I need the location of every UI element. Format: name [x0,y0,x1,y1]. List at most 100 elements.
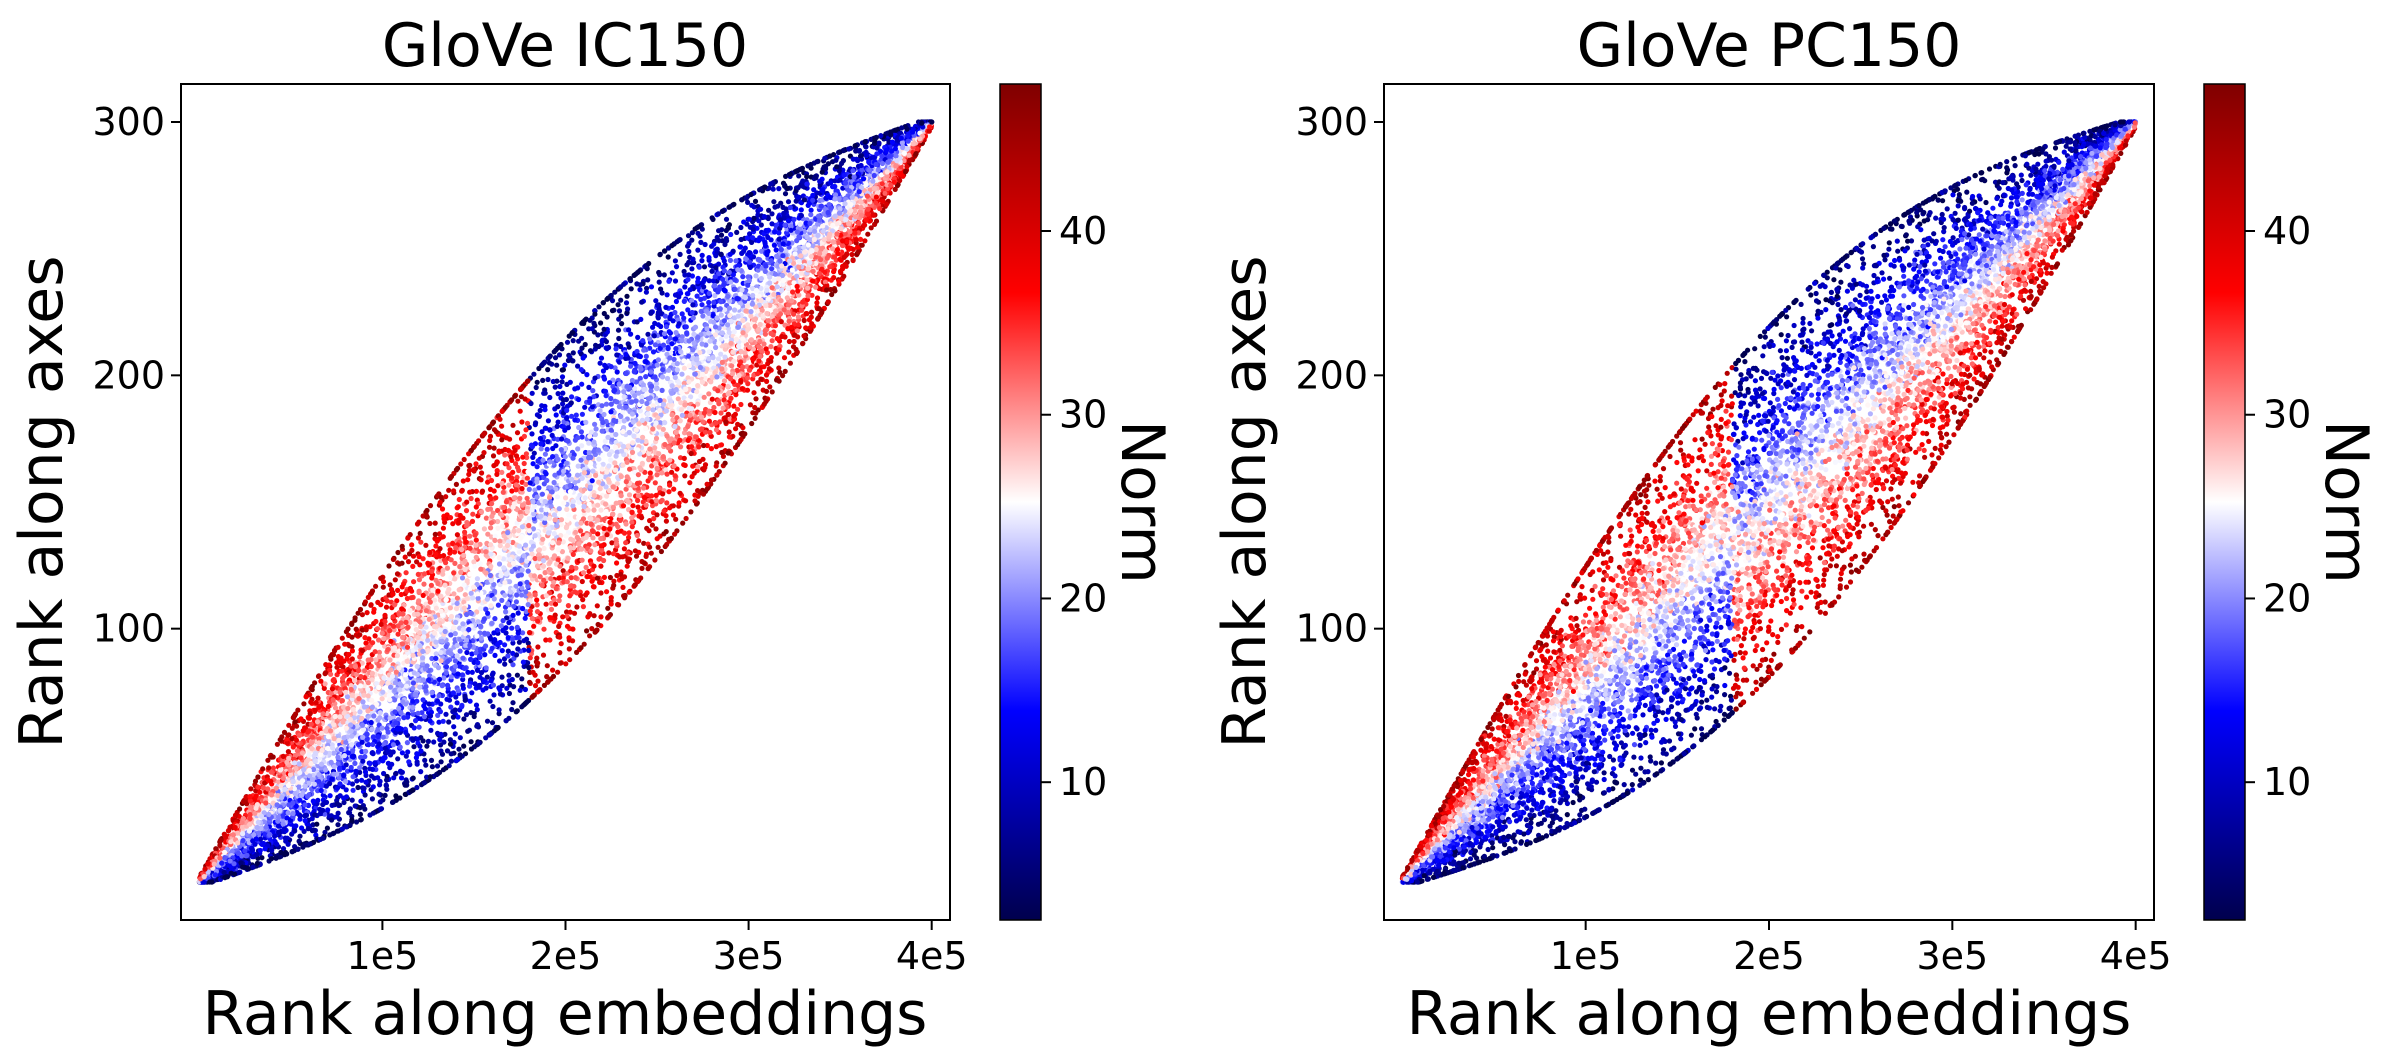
scatter-point [653,298,659,304]
scatter-point [499,648,505,654]
scatter-point [749,420,755,427]
scatter-point [425,637,431,643]
scatter-point [546,515,553,521]
scatter-point [650,407,656,413]
scatter-point [774,284,780,290]
scatter-point [600,461,606,467]
scatter-point [543,471,549,477]
scatter-point [478,623,484,629]
scatter-point [509,706,515,713]
scatter-point [417,530,423,537]
scatter-point [740,425,746,431]
scatter-point [439,683,445,689]
scatter-point [492,537,498,544]
scatter-point [598,590,604,596]
scatter-point [427,520,433,527]
scatter-point [590,388,596,394]
scatter-point [682,284,688,290]
scatter-point [373,583,379,589]
scatter-point [719,330,725,336]
scatter-point [559,379,565,385]
scatter-point [468,739,474,745]
scatter-point [570,330,576,336]
scatter-point [652,445,658,451]
scatter-point [782,368,788,374]
scatter-point [425,738,431,745]
scatter-point [570,350,576,356]
scatter-point [617,517,623,524]
scatter-point [728,231,734,238]
scatter-point [659,431,665,437]
scatter-point [655,544,661,550]
scatter-point [355,610,361,616]
scatter-point [563,533,569,539]
scatter-point [568,575,574,581]
scatter-point [706,418,713,424]
scatter-point [590,535,596,541]
scatter-point [381,636,387,642]
scatter-point [750,292,756,299]
scatter-point [684,330,690,336]
scatter-point [786,318,792,324]
scatter-point [592,421,598,427]
scatter-point [589,626,595,632]
scatter-point [640,434,646,440]
scatter-point [623,300,630,306]
scatter-point [489,620,495,627]
scatter-point [469,669,475,675]
scatter-point [596,456,602,462]
scatter-point [492,616,498,622]
scatter-point [415,535,421,541]
scatter-point [349,797,355,803]
scatter-point [358,798,364,804]
scatter-point [612,365,618,371]
scatter-point [718,312,724,318]
scatter-point [614,481,620,487]
scatter-point [645,405,652,412]
scatter-point [461,456,467,463]
scatter-point [506,482,512,488]
scatter-point [579,381,585,387]
scatter-point [701,394,707,400]
scatter-point [346,643,352,649]
scatter-point [531,371,537,377]
scatter-point [444,565,450,571]
scatter-point [359,749,365,755]
scatter-point [294,723,300,729]
scatter-point [664,375,671,382]
scatter-point [667,482,673,488]
scatter-point [428,757,435,764]
scatter-point [699,354,706,360]
scatter-point [595,447,602,453]
scatter-point [524,454,530,461]
scatter-point [688,509,694,515]
scatter-point [739,250,745,256]
scatter-point [285,749,291,755]
scatter-point [669,341,675,347]
scatter-point [546,360,553,366]
scatter-point [726,204,732,210]
scatter-point [828,286,834,293]
scatter-point [553,443,559,449]
scatter-point [488,603,494,609]
scatter-point [618,297,624,303]
scatter-point [423,624,429,630]
scatter-point [421,581,427,587]
scatter-point [597,360,603,366]
scatter-point [564,506,570,512]
scatter-point [617,512,623,519]
scatter-point [495,518,501,525]
scatter-point [880,198,886,204]
scatter-point [555,391,561,397]
scatter-point [499,469,505,475]
scatter-point [669,270,675,276]
chart-title: GloVe IC150 [382,11,748,81]
scatter-point [554,494,561,500]
scatter-point [751,390,757,396]
scatter-point [484,718,491,724]
scatter-point [502,642,508,648]
scatter-point [531,503,538,509]
scatter-point [530,454,536,460]
scatter-point [776,365,782,371]
scatter-point [643,353,649,359]
